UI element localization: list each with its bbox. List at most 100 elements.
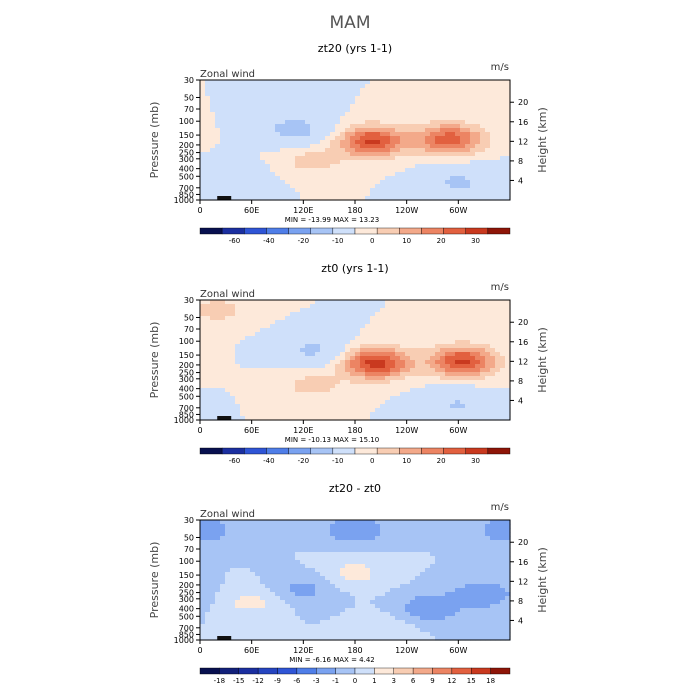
heat-cell [320, 124, 326, 129]
heat-cell [325, 564, 331, 569]
heat-cell [415, 348, 421, 353]
heat-cell [480, 324, 486, 329]
heat-cell [435, 348, 441, 353]
heat-cell [480, 368, 486, 373]
heat-cell [325, 356, 331, 361]
heat-cell [200, 192, 206, 197]
heat-cell [285, 540, 291, 545]
heat-cell [275, 620, 281, 625]
heat-cell [210, 592, 216, 597]
heat-cell [310, 536, 316, 541]
heat-cell [475, 188, 481, 193]
heat-cell [215, 128, 221, 133]
heat-cell [445, 348, 451, 353]
heat-cell [285, 168, 291, 173]
heat-cell [240, 376, 246, 381]
heat-cell [230, 300, 236, 305]
heat-cell [220, 384, 226, 389]
heat-cell [320, 140, 326, 145]
heat-cell [310, 528, 316, 533]
heat-cell [330, 572, 336, 577]
heat-cell [430, 344, 436, 349]
heat-cell [360, 184, 366, 189]
heat-cell [265, 112, 271, 117]
heat-cell [280, 536, 286, 541]
heat-cell [385, 404, 391, 409]
heat-cell [280, 316, 286, 321]
heat-cell [280, 80, 286, 85]
heat-cell [455, 384, 461, 389]
heat-cell [355, 312, 361, 317]
heat-cell [310, 364, 316, 369]
heat-cell [505, 104, 511, 109]
heat-cell [365, 344, 371, 349]
heat-cell [365, 136, 371, 141]
heat-cell [235, 540, 241, 545]
heat-cell [245, 600, 251, 605]
heat-cell [340, 80, 346, 85]
heat-cell [405, 172, 411, 177]
heat-cell [350, 532, 356, 537]
heat-cell [455, 152, 461, 157]
heat-cell [260, 548, 266, 553]
heat-cell [315, 412, 321, 417]
heat-cell [255, 84, 261, 89]
heat-cell [355, 348, 361, 353]
heat-cell [245, 400, 251, 405]
heat-cell [290, 176, 296, 181]
heat-cell [330, 616, 336, 621]
heat-cell [470, 156, 476, 161]
heat-cell [265, 596, 271, 601]
heat-cell [350, 340, 356, 345]
heat-cell [300, 144, 306, 149]
heat-cell [215, 364, 221, 369]
heat-cell [365, 584, 371, 589]
pressure-tick-label: 250 [179, 369, 194, 378]
heat-cell [410, 320, 416, 325]
heat-cell [470, 364, 476, 369]
heat-cell [425, 148, 431, 153]
heat-cell [210, 596, 216, 601]
heat-cell [455, 304, 461, 309]
heat-cell [210, 164, 216, 169]
heat-cell [265, 524, 271, 529]
y-axis-right-label: Height (km) [536, 107, 549, 173]
heat-cell [485, 416, 491, 421]
heat-cell [375, 96, 381, 101]
heat-cell [255, 408, 261, 413]
heat-cell [505, 88, 511, 93]
heat-cell [355, 360, 361, 365]
heat-cell [360, 112, 366, 117]
heat-cell [325, 624, 331, 629]
heat-cell [240, 524, 246, 529]
heat-cell [205, 104, 211, 109]
heat-cell [245, 104, 251, 109]
heat-cell [435, 312, 441, 317]
heat-cell [235, 136, 241, 141]
heat-cell [280, 572, 286, 577]
heat-cell [335, 416, 341, 421]
heat-cell [325, 324, 331, 329]
heat-cell [430, 156, 436, 161]
heat-cell [245, 168, 251, 173]
heat-cell [270, 352, 276, 357]
heat-cell [230, 176, 236, 181]
heat-cell [285, 360, 291, 365]
heat-cell [295, 140, 301, 145]
heat-cell [380, 544, 386, 549]
heat-cell [225, 588, 231, 593]
heat-cell [470, 348, 476, 353]
heat-cell [435, 124, 441, 129]
heat-cell [245, 300, 251, 305]
heat-cell [455, 412, 461, 417]
colorbar-swatch [354, 447, 378, 455]
heat-cell [420, 156, 426, 161]
heat-cell [395, 404, 401, 409]
heat-cell [365, 120, 371, 125]
heat-cell [345, 584, 351, 589]
heat-cell [205, 416, 211, 421]
heat-cell [365, 364, 371, 369]
heat-cell [230, 356, 236, 361]
heat-cell [475, 196, 481, 201]
heat-cell [265, 628, 271, 633]
